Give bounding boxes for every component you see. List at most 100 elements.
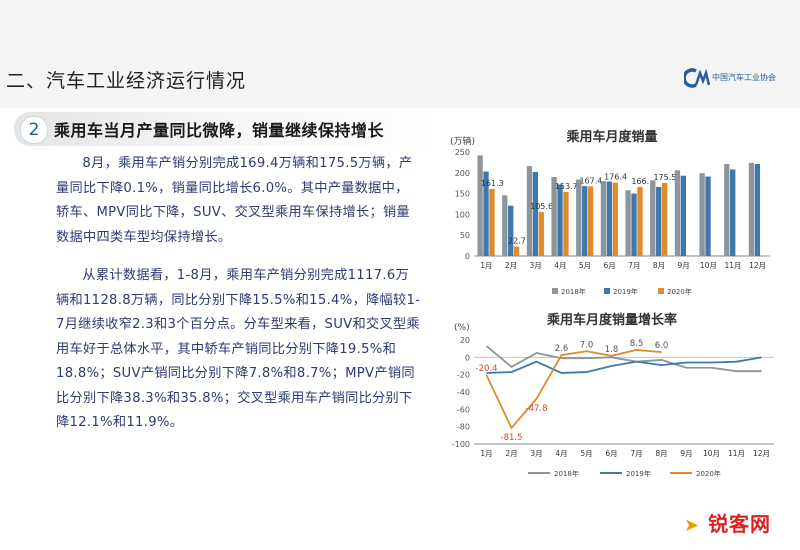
chart2-title: 乘用车月度销量增长率 <box>546 312 677 328</box>
chart2-legend-label: 2018年 <box>554 469 579 478</box>
chart2-ytick-label: -20 <box>457 371 470 380</box>
chart2-xtick-label: 5月 <box>580 449 592 458</box>
subsection-number: 2 <box>20 116 48 144</box>
chart1-bar-2020 <box>538 212 544 256</box>
chart1-bar-2018 <box>699 173 705 256</box>
chart2-ytick-label: -40 <box>457 388 470 397</box>
header-band <box>0 0 800 108</box>
growth-line-chart: (%) 乘用车月度销量增长率 20 0 -20 -40 -60 -80 -100 -20.4 -… <box>444 306 780 486</box>
chart1-bar-2020 <box>563 192 569 256</box>
chart1-title: 乘用车月度销量 <box>565 129 657 145</box>
watermark: ➤ 锐客网 <box>684 508 771 537</box>
watermark-arrow-icon: ➤ <box>684 515 701 536</box>
chart1-bar-2018 <box>576 179 582 256</box>
paragraph-cumulative: 从累计数据看，1-8月，乘用车产销分别完成1117.6万辆和1128.8万辆，同… <box>56 268 421 430</box>
chart1-xtick-label: 9月 <box>678 261 690 270</box>
logo-mark-icon <box>682 68 711 88</box>
chart1-ytick-label: 200 <box>455 169 470 178</box>
chart1-bar-2019 <box>582 186 588 256</box>
chart1-bar-2019 <box>557 184 563 256</box>
caam-logo: 中国汽车工业协会 <box>682 68 794 92</box>
chart2-legend-label: 2019年 <box>626 469 651 478</box>
chart2-data-label: 1.8 <box>605 345 619 355</box>
chart1-xtick-label: 11月 <box>724 261 741 270</box>
chart1-legend-label: 2018年 <box>561 287 586 296</box>
chart2-ytick-label: 20 <box>460 336 470 345</box>
chart1-bar-2019 <box>532 171 539 256</box>
chart1-xtick-label: 7月 <box>628 261 640 270</box>
chart1-xtick-label: 12月 <box>749 261 766 270</box>
subsection-band <box>14 112 434 146</box>
chart1-xtick-label: 10月 <box>700 261 717 270</box>
chart1-bar-2020 <box>513 246 520 256</box>
paragraph-monthly: 8月，乘用车产销分别完成169.4万辆和175.5万辆，产量同比下降0.1%，销… <box>56 156 413 245</box>
chart1-bar-2018 <box>625 190 631 256</box>
chart1-data-label: 175.5 <box>653 173 676 182</box>
chart2-ytick-label: -60 <box>457 405 470 414</box>
chart1-bar-2020 <box>612 182 618 256</box>
chart1-ytick-label: 100 <box>455 210 470 219</box>
chart2-data-label: -47.8 <box>526 404 548 414</box>
chart2-data-label: -81.5 <box>501 433 523 443</box>
chart1-data-label: 153.7 <box>555 182 578 191</box>
chart1-xtick-label: 8月 <box>653 261 665 270</box>
chart2-line-2018 <box>485 345 762 373</box>
chart2-xtick-label: 6月 <box>605 449 617 458</box>
chart1-data-label: 105.6 <box>530 202 553 211</box>
chart1-legend-swatch <box>604 288 610 294</box>
sales-bar-chart-svg: (万辆) 乘用车月度销量 0 50 100 150 200 250 161.3 1月 22.7 2… <box>450 129 770 296</box>
chart2-line-2020 <box>485 349 662 430</box>
chart2-xtick-label: 10月 <box>703 449 720 458</box>
subsection-title: 乘用车当月产量同比微降，销量继续保持增长 <box>54 121 385 140</box>
chart1-data-label: 176.4 <box>604 173 627 182</box>
chart1-bar-2019 <box>631 193 637 256</box>
chart2-xtick-label: 12月 <box>753 449 770 458</box>
section-title: 二、汽车工业经济运行情况 <box>6 70 247 92</box>
chart2-xtick-label: 8月 <box>655 449 667 458</box>
chart1-legend-label: 2019年 <box>613 287 638 296</box>
chart1-xtick-label: 1月 <box>480 261 492 270</box>
chart2-xtick-label: 2月 <box>505 449 517 458</box>
chart1-data-label: 166. <box>631 177 649 186</box>
chart1-bar-2018 <box>502 195 508 256</box>
chart1-bar-2019 <box>705 176 711 256</box>
chart1-data-label: 161.3 <box>481 179 504 188</box>
watermark-text: 锐客网 <box>708 512 772 536</box>
chart1-legend-label: 2020年 <box>667 287 692 296</box>
chart1-bar-2020 <box>637 186 643 256</box>
chart2-ylabel: (%) <box>454 323 470 333</box>
chart1-bar-2019 <box>483 171 489 256</box>
chart1-bar-2019 <box>730 169 736 256</box>
chart2-xtick-label: 1月 <box>480 449 492 458</box>
chart1-bar-2019 <box>680 175 687 256</box>
chart1-xtick-label: 5月 <box>579 261 591 270</box>
chart2-xtick-label: 3月 <box>530 449 542 458</box>
chart2-data-label: -20.4 <box>476 364 498 374</box>
chart2-data-label: 6.0 <box>655 341 669 351</box>
chart1-bar-2020 <box>661 182 668 256</box>
chart1-bar-2020 <box>587 186 594 256</box>
chart2-xtick-label: 7月 <box>630 449 642 458</box>
chart1-bar-2018 <box>600 181 607 256</box>
chart1-ytick-label: 250 <box>455 148 470 157</box>
chart2-ytick-label: 0 <box>465 353 470 362</box>
chart1-bar-2019 <box>754 164 761 256</box>
chart1-bar-2018 <box>526 166 533 256</box>
chart1-data-label: 22.7 <box>508 237 526 246</box>
chart2-data-label: 8.5 <box>630 339 644 349</box>
chart1-data-label: 167.4 <box>579 176 602 185</box>
chart1-ylabel: (万辆) <box>450 135 475 147</box>
sales-bar-chart: (万辆) 乘用车月度销量 0 50 100 150 200 250 161.3 1月 22.7 2… <box>444 122 780 302</box>
chart2-data-label: 2.6 <box>555 344 569 354</box>
chart1-bar-2018 <box>748 162 755 256</box>
chart2-xtick-label: 4月 <box>555 449 567 458</box>
chart2-line-2019 <box>486 356 762 374</box>
chart1-xtick-label: 6月 <box>604 261 616 270</box>
chart1-bar-2018 <box>551 176 557 256</box>
chart1-bar-2018 <box>477 155 483 256</box>
chart1-bar-2018 <box>674 170 681 256</box>
chart1-ytick-label: 50 <box>460 231 470 240</box>
chart1-xtick-label: 4月 <box>554 261 566 270</box>
chart2-legend-label: 2020年 <box>696 469 721 478</box>
chart2-ytick-label: -80 <box>457 423 470 432</box>
